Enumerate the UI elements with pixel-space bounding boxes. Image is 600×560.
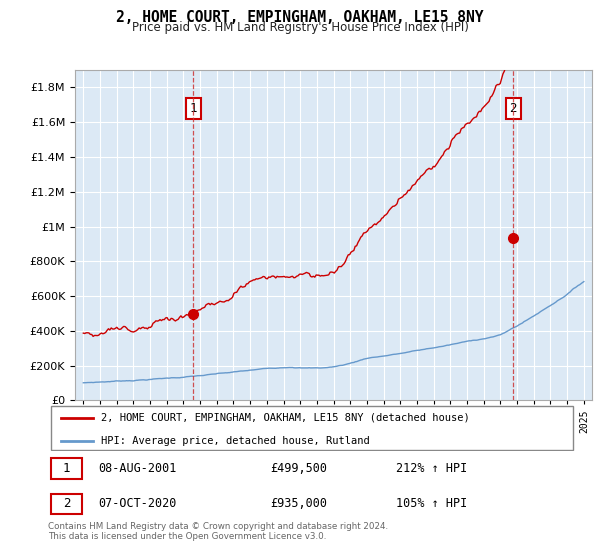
Text: £935,000: £935,000 [270,497,327,510]
Text: 08-AUG-2001: 08-AUG-2001 [98,462,176,475]
FancyBboxPatch shape [50,493,82,514]
Text: 07-OCT-2020: 07-OCT-2020 [98,497,176,510]
Text: HPI: Average price, detached house, Rutland: HPI: Average price, detached house, Rutl… [101,436,370,446]
FancyBboxPatch shape [50,406,574,450]
Text: Price paid vs. HM Land Registry's House Price Index (HPI): Price paid vs. HM Land Registry's House … [131,21,469,34]
Text: 1: 1 [190,102,197,115]
Text: 2: 2 [63,497,70,510]
Text: Contains HM Land Registry data © Crown copyright and database right 2024.
This d: Contains HM Land Registry data © Crown c… [48,522,388,542]
Text: 212% ↑ HPI: 212% ↑ HPI [397,462,468,475]
Text: 2: 2 [509,102,517,115]
Text: 105% ↑ HPI: 105% ↑ HPI [397,497,468,510]
Text: 1: 1 [63,462,70,475]
Text: £499,500: £499,500 [270,462,327,475]
FancyBboxPatch shape [50,458,82,479]
Text: 2, HOME COURT, EMPINGHAM, OAKHAM, LE15 8NY (detached house): 2, HOME COURT, EMPINGHAM, OAKHAM, LE15 8… [101,413,470,423]
Text: 2, HOME COURT, EMPINGHAM, OAKHAM, LE15 8NY: 2, HOME COURT, EMPINGHAM, OAKHAM, LE15 8… [116,10,484,25]
